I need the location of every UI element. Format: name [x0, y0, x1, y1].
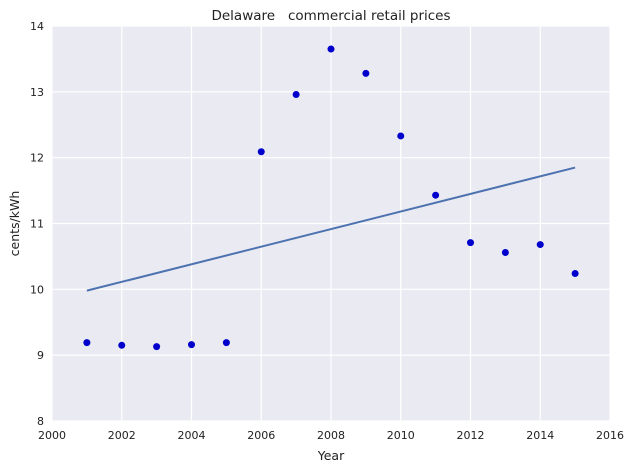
data-point: [571, 270, 579, 278]
data-point: [327, 45, 335, 53]
x-tick-label: 2004: [178, 429, 206, 442]
y-tick-label: 13: [30, 86, 44, 99]
y-tick-label: 14: [30, 20, 44, 33]
chart-title: Delaware commercial retail prices: [211, 8, 450, 24]
data-point: [397, 132, 405, 140]
x-tick-label: 2012: [457, 429, 485, 442]
data-point: [83, 339, 91, 347]
x-tick-label: 2006: [247, 429, 275, 442]
trend-line-group: [86, 166, 576, 292]
data-point: [188, 341, 195, 349]
grid: [51, 25, 611, 422]
data-point: [222, 339, 230, 347]
data-point: [501, 248, 509, 256]
data-point: [153, 343, 161, 351]
x-tick-label: 2000: [38, 429, 66, 442]
data-point: [362, 69, 370, 77]
data-point: [292, 90, 300, 98]
data-point: [536, 241, 544, 249]
x-tick-label: 2008: [317, 429, 345, 442]
points-group: [83, 45, 579, 351]
x-tick-label: 2002: [108, 429, 136, 442]
y-tick-label: 10: [30, 283, 44, 296]
data-point: [118, 341, 126, 349]
y-axis-label: cents/kWh: [7, 191, 22, 257]
x-tick-labels: 2000 2002 2004 2006 2008 2010 2012 2014 2016: [38, 429, 624, 442]
x-tick-label: 2014: [526, 429, 554, 442]
trend-line: [86, 166, 576, 292]
y-tick-label: 11: [30, 218, 44, 231]
y-tick-label: 12: [30, 152, 44, 165]
x-axis-label: Year: [317, 448, 345, 463]
x-tick-label: 2016: [596, 429, 624, 442]
data-point: [257, 148, 265, 156]
data-point: [467, 239, 474, 247]
y-tick-label: 8: [37, 415, 44, 428]
x-tick-label: 2010: [387, 429, 415, 442]
data-point: [432, 191, 440, 199]
y-tick-label: 9: [37, 349, 44, 362]
y-tick-labels: 8 9 10 11 12 13 14: [30, 20, 44, 428]
